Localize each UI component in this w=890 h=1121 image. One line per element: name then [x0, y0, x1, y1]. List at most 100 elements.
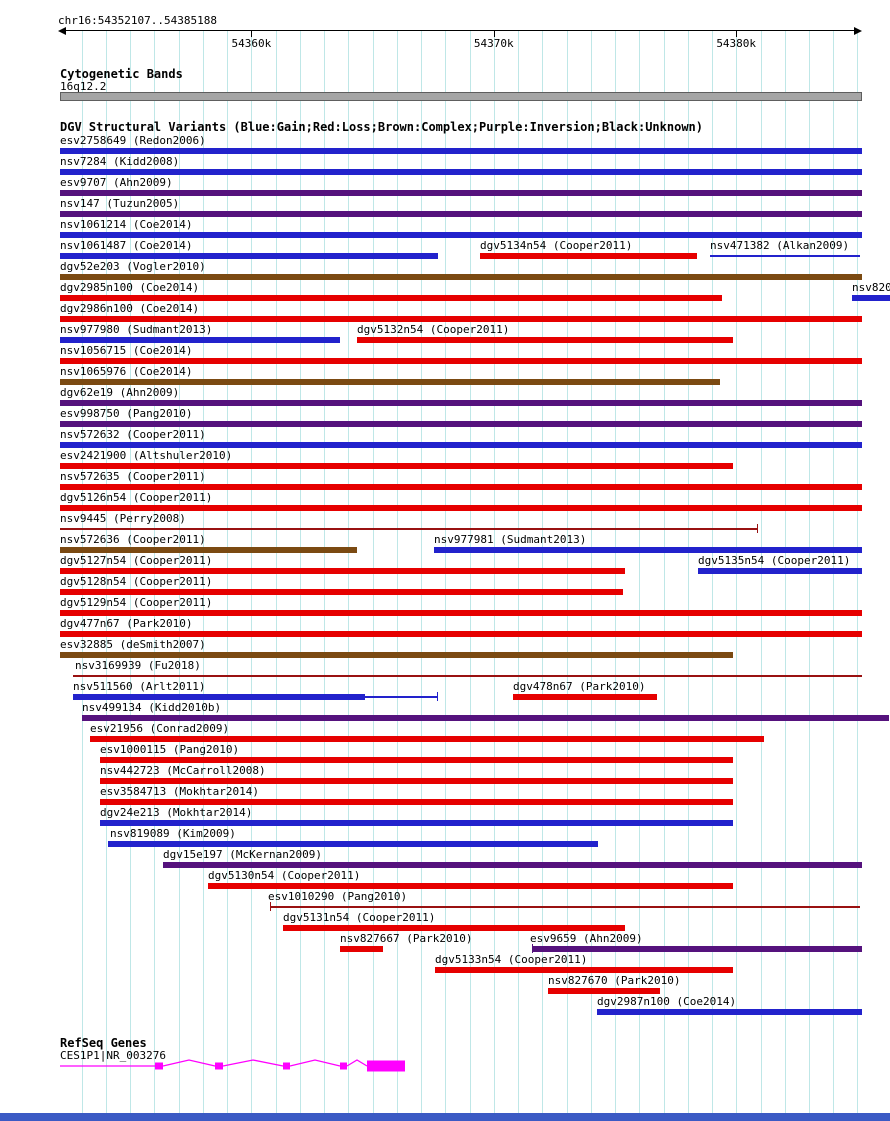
variant-bar[interactable] — [163, 862, 862, 868]
variant-bar[interactable] — [60, 316, 862, 322]
variant-label[interactable]: esv1010290 (Pang2010) — [268, 890, 408, 903]
variant-bar[interactable] — [357, 337, 733, 343]
variant-bar[interactable] — [480, 253, 697, 259]
variant-bar[interactable] — [60, 505, 862, 511]
variant-label[interactable]: nsv499134 (Kidd2010b) — [82, 701, 222, 714]
variant-bar[interactable] — [60, 232, 862, 238]
variant-label[interactable]: nsv827667 (Park2010) — [340, 932, 473, 945]
variant-label[interactable]: dgv478n67 (Park2010) — [513, 680, 646, 693]
variant-bar[interactable] — [90, 736, 764, 742]
variant-bar[interactable] — [60, 253, 438, 259]
variant-bar[interactable] — [340, 946, 383, 952]
variant-label[interactable]: dgv2985n100 (Coe2014) — [60, 281, 200, 294]
gene-exon[interactable] — [215, 1062, 223, 1070]
variant-bar[interactable] — [60, 400, 862, 406]
variant-label[interactable]: dgv477n67 (Park2010) — [60, 617, 193, 630]
variant-label[interactable]: nsv819089 (Kim2009) — [110, 827, 236, 840]
variant-bar[interactable] — [60, 463, 733, 469]
variant-label[interactable]: dgv5128n54 (Cooper2011) — [60, 575, 213, 588]
variant-label[interactable]: esv9707 (Ahn2009) — [60, 176, 173, 189]
variant-label[interactable]: nsv1061487 (Coe2014) — [60, 239, 193, 252]
variant-label[interactable]: dgv5134n54 (Cooper2011) — [480, 239, 633, 252]
gene-last-exon[interactable] — [367, 1060, 405, 1072]
gene-structure[interactable] — [0, 1056, 890, 1078]
variant-label[interactable]: dgv2986n100 (Coe2014) — [60, 302, 200, 315]
variant-label[interactable]: dgv5126n54 (Cooper2011) — [60, 491, 213, 504]
variant-bar[interactable] — [100, 799, 733, 805]
variant-bar[interactable] — [597, 1009, 862, 1015]
variant-label[interactable]: dgv5133n54 (Cooper2011) — [435, 953, 588, 966]
variant-label[interactable]: esv3584713 (Mokhtar2014) — [100, 785, 259, 798]
variant-bar[interactable] — [60, 547, 357, 553]
variant-label[interactable]: dgv2987n100 (Coe2014) — [597, 995, 737, 1008]
variant-bar[interactable] — [532, 946, 862, 952]
variant-line[interactable] — [365, 696, 437, 698]
variant-bar[interactable] — [208, 883, 733, 889]
variant-label[interactable]: nsv7284 (Kidd2008) — [60, 155, 180, 168]
variant-label[interactable]: dgv5135n54 (Cooper2011) — [698, 554, 851, 567]
variant-label[interactable]: nsv1061214 (Coe2014) — [60, 218, 193, 231]
gene-label[interactable]: CES1P1|NR_003276 — [60, 1049, 166, 1062]
variant-bar[interactable] — [434, 547, 862, 553]
variant-label[interactable]: dgv62e19 (Ahn2009) — [60, 386, 180, 399]
variant-label[interactable]: nsv147 (Tuzun2005) — [60, 197, 180, 210]
variant-bar[interactable] — [60, 274, 862, 280]
variant-label[interactable]: dgv5127n54 (Cooper2011) — [60, 554, 213, 567]
variant-label[interactable]: nsv3169939 (Fu2018) — [75, 659, 201, 672]
variant-line[interactable] — [60, 528, 757, 530]
variant-bar[interactable] — [100, 778, 733, 784]
variant-label[interactable]: nsv511560 (Arlt2011) — [73, 680, 206, 693]
variant-label[interactable]: nsv572636 (Cooper2011) — [60, 533, 206, 546]
variant-bar[interactable] — [698, 568, 862, 574]
variant-line[interactable] — [270, 906, 860, 908]
variant-label[interactable]: dgv5129n54 (Cooper2011) — [60, 596, 213, 609]
variant-label[interactable]: esv1000115 (Pang2010) — [100, 743, 240, 756]
variant-bar[interactable] — [100, 757, 733, 763]
variant-bar[interactable] — [60, 379, 720, 385]
variant-bar[interactable] — [60, 295, 722, 301]
variant-label[interactable]: nsv9445 (Perry2008) — [60, 512, 186, 525]
variant-bar[interactable] — [548, 988, 660, 994]
variant-bar[interactable] — [60, 148, 862, 154]
variant-label[interactable]: esv32885 (deSmith2007) — [60, 638, 206, 651]
variant-bar[interactable] — [60, 169, 862, 175]
variant-bar[interactable] — [60, 421, 862, 427]
variant-bar[interactable] — [60, 610, 862, 616]
variant-end-tick[interactable] — [437, 692, 438, 701]
variant-bar[interactable] — [82, 715, 889, 721]
variant-bar[interactable] — [60, 631, 862, 637]
variant-bar[interactable] — [283, 925, 625, 931]
variant-bar[interactable] — [852, 295, 890, 301]
gene-exon[interactable] — [340, 1062, 347, 1070]
variant-label[interactable]: esv2758649 (Redon2006) — [60, 134, 206, 147]
ruler-line[interactable] — [64, 30, 858, 31]
gene-exon[interactable] — [155, 1062, 163, 1070]
variant-label[interactable]: esv9659 (Ahn2009) — [530, 932, 643, 945]
variant-label[interactable]: nsv827670 (Park2010) — [548, 974, 681, 987]
variant-label[interactable]: nsv471382 (Alkan2009) — [710, 239, 850, 252]
variant-bar[interactable] — [60, 568, 625, 574]
variant-bar[interactable] — [60, 652, 733, 658]
gene-exon[interactable] — [283, 1062, 290, 1070]
variant-label[interactable]: nsv820 — [852, 281, 890, 294]
variant-label[interactable]: esv2421900 (Altshuler2010) — [60, 449, 233, 462]
variant-label[interactable]: esv21956 (Conrad2009) — [90, 722, 230, 735]
variant-label[interactable]: dgv52e203 (Vogler2010) — [60, 260, 206, 273]
variant-label[interactable]: nsv977980 (Sudmant2013) — [60, 323, 213, 336]
variant-bar[interactable] — [60, 190, 862, 196]
variant-label[interactable]: nsv1065976 (Coe2014) — [60, 365, 193, 378]
variant-bar[interactable] — [60, 211, 862, 217]
variant-label[interactable]: nsv1056715 (Coe2014) — [60, 344, 193, 357]
cytoband-bar[interactable] — [60, 92, 862, 101]
variant-line[interactable] — [710, 255, 860, 257]
variant-bar[interactable] — [108, 841, 598, 847]
variant-bar[interactable] — [60, 484, 862, 490]
variant-bar[interactable] — [73, 694, 365, 700]
variant-label[interactable]: nsv977981 (Sudmant2013) — [434, 533, 587, 546]
variant-bar[interactable] — [60, 337, 340, 343]
variant-bar[interactable] — [435, 967, 733, 973]
variant-label[interactable]: dgv5132n54 (Cooper2011) — [357, 323, 510, 336]
variant-bar[interactable] — [60, 358, 862, 364]
variant-label[interactable]: nsv442723 (McCarroll2008) — [100, 764, 266, 777]
variant-bar[interactable] — [100, 820, 733, 826]
